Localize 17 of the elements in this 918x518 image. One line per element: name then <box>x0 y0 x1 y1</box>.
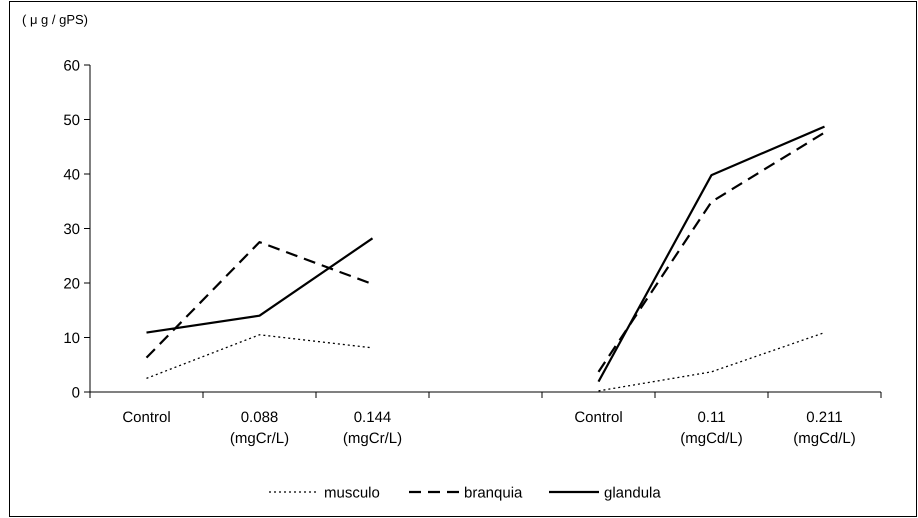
legend-label: musculo <box>324 484 380 502</box>
x-tick-label: 0.11 (mgCd/L) <box>680 409 743 447</box>
legend-label: branquia <box>464 484 524 502</box>
y-tick-label: 60 <box>63 57 80 74</box>
x-tick-label: 0.211 (mgCd/L) <box>793 409 856 447</box>
y-axis-title: ( μ g / gPS) <box>22 12 88 27</box>
x-tick-label: 0.144 (mgCr/L) <box>342 409 402 447</box>
x-tick-label: 0.088 (mgCr/L) <box>230 409 290 447</box>
y-tick-label: 50 <box>63 112 80 129</box>
y-tick-label: 40 <box>63 166 80 184</box>
x-tick-label: Control <box>574 409 623 426</box>
y-tick-label: 0 <box>72 384 80 402</box>
y-tick-label: 10 <box>63 330 80 347</box>
x-tick-label: Control <box>122 409 171 426</box>
y-tick-label: 20 <box>63 275 80 292</box>
legend-label: glandula <box>604 484 662 502</box>
y-tick-label: 30 <box>63 220 80 238</box>
